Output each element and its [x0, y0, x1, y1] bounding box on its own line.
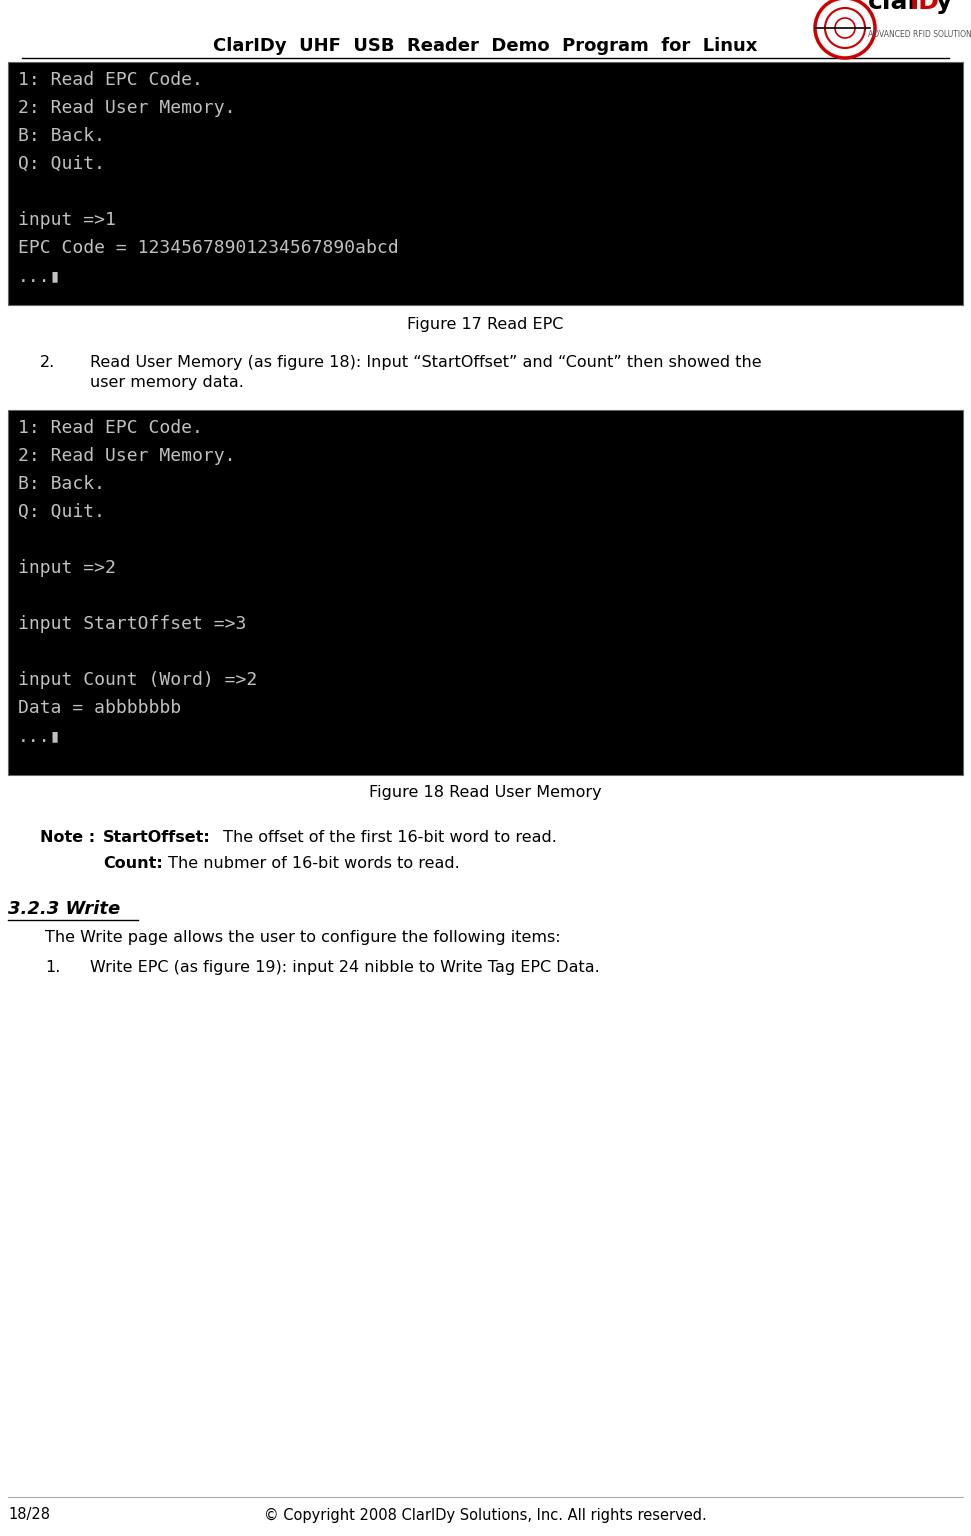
- Text: clar: clar: [868, 0, 921, 14]
- Text: The Write page allows the user to configure the following items:: The Write page allows the user to config…: [45, 929, 560, 945]
- Text: Figure 18 Read User Memory: Figure 18 Read User Memory: [369, 785, 601, 800]
- Text: Data = abbbbbbb: Data = abbbbbbb: [18, 699, 182, 717]
- Text: 2.: 2.: [40, 355, 55, 370]
- Text: 2: Read User Memory.: 2: Read User Memory.: [18, 447, 236, 465]
- FancyBboxPatch shape: [8, 410, 963, 776]
- Text: ...▮: ...▮: [18, 727, 61, 745]
- Text: Note :: Note :: [40, 829, 101, 845]
- Text: ID: ID: [910, 0, 940, 14]
- Text: ...▮: ...▮: [18, 267, 61, 286]
- Text: B: Back.: B: Back.: [18, 127, 105, 144]
- Text: Q: Quit.: Q: Quit.: [18, 502, 105, 521]
- Text: StartOffset:: StartOffset:: [103, 829, 211, 845]
- Text: 1: Read EPC Code.: 1: Read EPC Code.: [18, 419, 203, 438]
- Text: Q: Quit.: Q: Quit.: [18, 155, 105, 174]
- Text: Count:: Count:: [103, 856, 163, 871]
- Text: input StartOffset =>3: input StartOffset =>3: [18, 614, 247, 633]
- Text: ADVANCED RFID SOLUTIONS: ADVANCED RFID SOLUTIONS: [868, 31, 971, 38]
- Text: y: y: [936, 0, 953, 14]
- FancyBboxPatch shape: [8, 61, 963, 306]
- Text: 18/28: 18/28: [8, 1507, 50, 1522]
- Text: ClarIDy  UHF  USB  Reader  Demo  Program  for  Linux: ClarIDy UHF USB Reader Demo Program for …: [213, 37, 757, 55]
- Text: Read User Memory (as figure 18): Input “StartOffset” and “Count” then showed the: Read User Memory (as figure 18): Input “…: [90, 355, 761, 370]
- Text: 1.: 1.: [45, 960, 60, 975]
- Text: 1: Read EPC Code.: 1: Read EPC Code.: [18, 71, 203, 89]
- Text: The offset of the first 16-bit word to read.: The offset of the first 16-bit word to r…: [218, 829, 557, 845]
- Text: user memory data.: user memory data.: [90, 375, 244, 390]
- Text: Figure 17 Read EPC: Figure 17 Read EPC: [407, 318, 563, 332]
- Text: The nubmer of 16-bit words to read.: The nubmer of 16-bit words to read.: [163, 856, 459, 871]
- Text: © Copyright 2008 ClarIDy Solutions, Inc. All rights reserved.: © Copyright 2008 ClarIDy Solutions, Inc.…: [263, 1507, 706, 1522]
- Text: input =>1: input =>1: [18, 210, 116, 229]
- Text: 2: Read User Memory.: 2: Read User Memory.: [18, 98, 236, 117]
- Text: 3.2.3 Write: 3.2.3 Write: [8, 900, 120, 919]
- Text: input =>2: input =>2: [18, 559, 116, 578]
- Text: B: Back.: B: Back.: [18, 475, 105, 493]
- Text: input Count (Word) =>2: input Count (Word) =>2: [18, 671, 257, 690]
- Text: Write EPC (as figure 19): input 24 nibble to Write Tag EPC Data.: Write EPC (as figure 19): input 24 nibbl…: [90, 960, 600, 975]
- Text: EPC Code = 12345678901234567890abcd: EPC Code = 12345678901234567890abcd: [18, 240, 399, 257]
